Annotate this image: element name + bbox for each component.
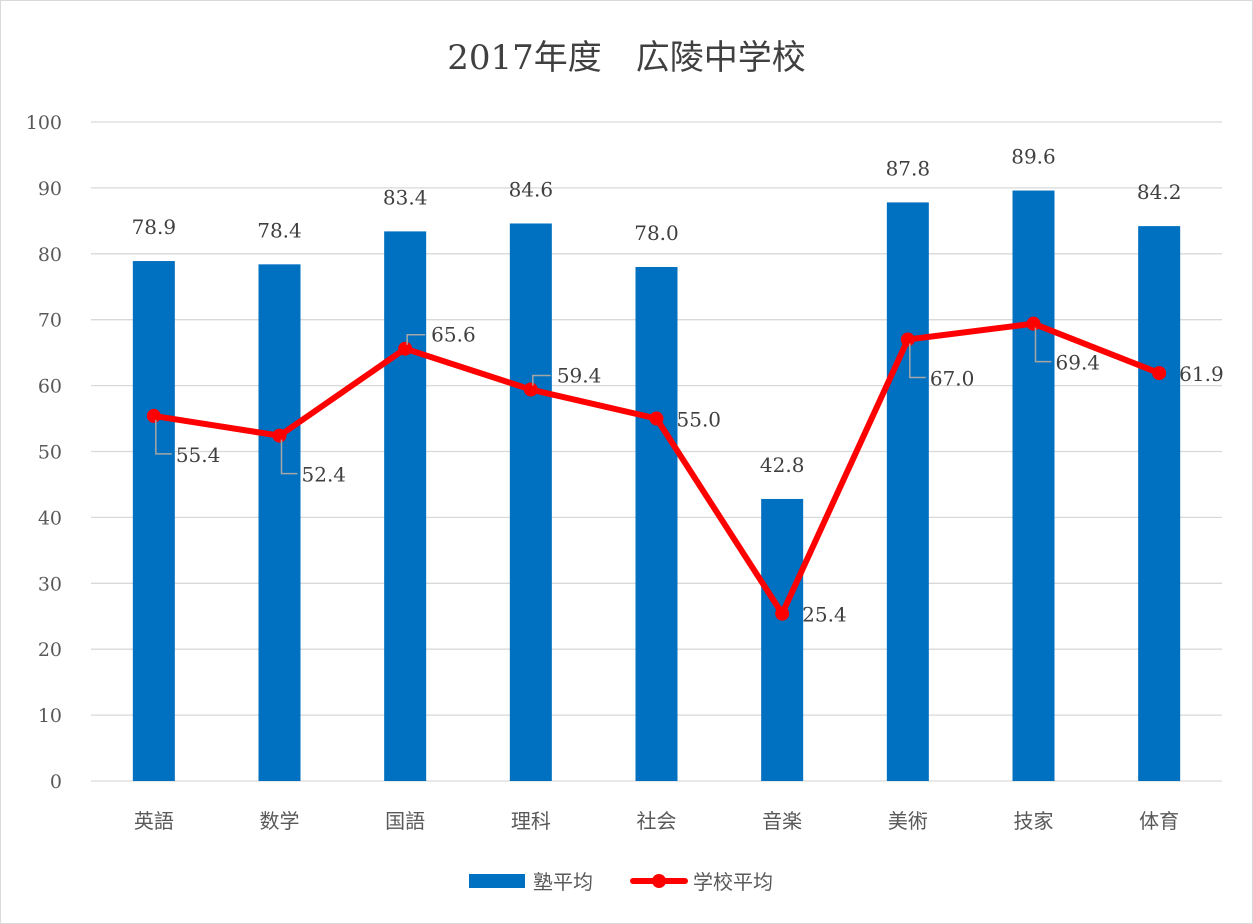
bar: [1012, 190, 1055, 781]
line-data-label: 59.4: [557, 364, 602, 388]
y-tick-label: 10: [38, 705, 62, 727]
line-point: [649, 411, 664, 426]
bar: [1138, 226, 1181, 781]
x-tick-label: 技家: [1014, 809, 1054, 833]
line-point: [272, 428, 287, 443]
bar: [635, 266, 678, 782]
leader-line: [909, 343, 926, 379]
y-axis-ticks: 0 10 20 30 40 50 60 70 80 90 100: [26, 112, 62, 793]
line-point: [146, 408, 161, 423]
x-tick-label: 美術: [888, 809, 928, 833]
y-tick-label: 60: [38, 376, 62, 398]
x-tick-label: 体育: [1139, 809, 1179, 833]
line-point: [398, 341, 413, 356]
y-tick-label: 70: [38, 310, 62, 332]
x-tick-label: 理科: [511, 809, 551, 833]
leader-line: [155, 419, 172, 455]
line-data-label: 69.4: [1056, 351, 1101, 375]
bar-data-label: 84.2: [1137, 180, 1182, 204]
bar: [509, 223, 552, 782]
legend-label-bar: 塾平均: [533, 870, 593, 894]
legend-label-line: 学校平均: [693, 870, 773, 894]
bar-data-label: 83.4: [383, 185, 428, 209]
y-tick-label: 0: [50, 771, 62, 793]
bar: [258, 264, 301, 781]
bar: [384, 231, 427, 782]
x-tick-label: 数学: [260, 809, 300, 833]
leader-line: [406, 333, 426, 345]
line-point: [900, 332, 915, 347]
y-tick-label: 30: [38, 573, 62, 595]
y-tick-label: 50: [38, 442, 62, 464]
line-series: [146, 316, 1167, 621]
line-data-label: 67.0: [930, 366, 975, 390]
line-data-label: 61.9: [1179, 362, 1224, 386]
line-point: [1026, 316, 1041, 331]
bar-data-label: 42.8: [760, 453, 805, 477]
x-tick-label: 国語: [385, 809, 425, 833]
leader-line: [280, 439, 298, 475]
bar-data-label: 87.8: [886, 156, 931, 180]
line-data-label: 55.4: [176, 443, 221, 467]
bar: [886, 202, 929, 781]
y-tick-label: 20: [38, 639, 62, 661]
x-axis-ticks: 英語 数学 国語 理科 社会 音楽 美術 技家 体育: [134, 809, 1179, 833]
y-tick-label: 80: [38, 244, 62, 266]
bar: [132, 261, 175, 781]
legend: 塾平均 学校平均: [469, 870, 773, 894]
y-tick-label: 100: [26, 112, 62, 134]
bar-series: [132, 190, 1181, 782]
chart-title: 2017年度 広陵中学校: [447, 38, 806, 78]
bar-data-labels: 78.9 78.4 83.4 84.6 78.0 42.8 87.8 89.6 84.2: [132, 145, 1182, 477]
line-data-label: 65.6: [431, 323, 476, 347]
line-point: [1152, 366, 1167, 381]
x-tick-label: 音楽: [762, 809, 802, 833]
y-tick-label: 90: [38, 178, 62, 200]
x-tick-label: 社会: [637, 809, 677, 833]
legend-swatch-bar: [469, 874, 525, 888]
leader-line: [532, 374, 551, 386]
legend-swatch-marker: [652, 874, 666, 888]
bar-data-label: 84.6: [509, 177, 554, 201]
line-data-labels: 55.4 52.4 65.6 59.4 55.0 25.4 67.0 69.4 61.9: [155, 323, 1224, 627]
line-data-label: 25.4: [802, 603, 847, 627]
bar-data-label: 78.9: [132, 215, 177, 239]
bar-data-label: 78.4: [257, 218, 302, 242]
line-data-label: 52.4: [302, 463, 347, 487]
leader-line: [1034, 327, 1052, 363]
line-data-label: 55.0: [677, 408, 722, 432]
bar: [761, 498, 804, 781]
line-point: [523, 382, 538, 397]
y-tick-label: 40: [38, 507, 62, 529]
x-tick-label: 英語: [134, 809, 174, 833]
line-point: [775, 606, 790, 621]
bar-data-label: 78.0: [634, 221, 679, 245]
bar-data-label: 89.6: [1011, 145, 1056, 169]
